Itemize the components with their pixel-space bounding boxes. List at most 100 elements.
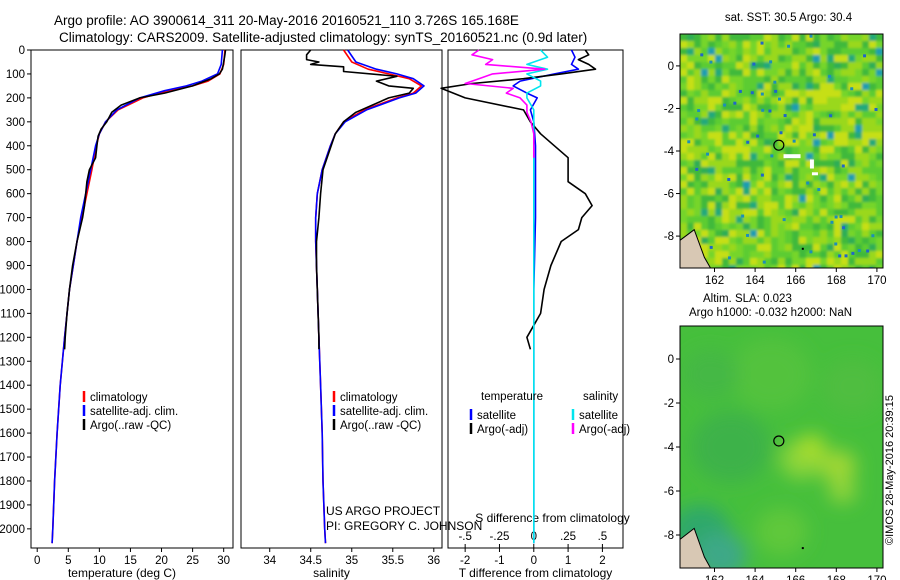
sst-cell <box>848 104 855 111</box>
sst-speck <box>709 60 713 64</box>
sst-cell <box>834 118 841 125</box>
sst-cell <box>722 90 729 97</box>
sst-cell <box>764 258 771 265</box>
sst-cell <box>764 265 771 268</box>
sst-cell <box>694 62 701 69</box>
sst-cell <box>771 90 778 97</box>
sst-cell <box>722 195 729 202</box>
sst-cell <box>820 174 827 181</box>
sst-cell <box>743 230 750 237</box>
sst-cell <box>792 69 799 76</box>
map-field <box>680 34 883 268</box>
sst-cell <box>743 62 750 69</box>
sst-speck <box>809 34 813 38</box>
sst-cell <box>862 181 869 188</box>
sst-cell <box>820 132 827 139</box>
sst-cell <box>827 153 834 160</box>
sst-cell <box>680 202 687 209</box>
sst-cell <box>736 139 743 146</box>
sst-cell <box>785 48 792 55</box>
sst-cell <box>841 216 848 223</box>
sst-cell <box>841 230 848 237</box>
sst-cell <box>820 209 827 216</box>
sst-speck <box>762 260 766 264</box>
sst-cell <box>799 195 806 202</box>
sst-cell <box>876 216 883 223</box>
sst-cell <box>715 83 722 90</box>
sst-cell <box>862 167 869 174</box>
sst-cell <box>701 97 708 104</box>
sst-cell <box>715 118 722 125</box>
sst-cell <box>820 258 827 265</box>
sst-cell <box>869 223 876 230</box>
sst-cell <box>701 153 708 160</box>
sst-cell <box>764 160 771 167</box>
sst-cell <box>778 76 785 83</box>
sst-cell <box>820 265 827 268</box>
sst-cell <box>820 90 827 97</box>
sst-speck <box>830 220 834 224</box>
sst-map-panel: 162 164 166 168 170 0 -2 -4 -6 -8 sat. SST: 30.5 A… <box>664 12 887 287</box>
sst-cell <box>813 132 820 139</box>
sst-cell <box>729 265 736 268</box>
sst-speck <box>866 249 870 253</box>
sst-cell <box>869 174 876 181</box>
sst-cell <box>708 111 715 118</box>
sst-cell <box>834 125 841 132</box>
sst-cell <box>862 111 869 118</box>
sst-cell <box>806 118 813 125</box>
y-tick-label: 400 <box>6 141 25 153</box>
sst-cell <box>778 174 785 181</box>
sst-speck <box>874 107 878 111</box>
sst-cell <box>848 202 855 209</box>
sst-cell <box>764 223 771 230</box>
sst-speck <box>761 108 765 112</box>
sst-cell <box>785 237 792 244</box>
sst-cell <box>708 69 715 76</box>
sst-cell <box>743 265 750 268</box>
sst-cell <box>869 55 876 62</box>
sst-cell <box>680 48 687 55</box>
sst-cell <box>729 62 736 69</box>
sst-cell <box>848 258 855 265</box>
sst-cell <box>855 97 862 104</box>
sst-cell <box>771 244 778 251</box>
sst-cell <box>778 167 785 174</box>
sst-cell <box>813 97 820 104</box>
sst-cell <box>757 181 764 188</box>
sst-cell <box>750 118 757 125</box>
sst-cell <box>855 209 862 216</box>
sst-speck <box>752 62 756 66</box>
difference-panel: -2 -1 0 1 2T difference from climatology -.5 -… <box>440 49 630 580</box>
sst-cell <box>680 209 687 216</box>
sst-cell <box>855 62 862 69</box>
sst-cell <box>869 41 876 48</box>
sst-cell <box>834 69 841 76</box>
x-tick-label: 170 <box>867 575 886 580</box>
sst-cell <box>722 132 729 139</box>
sst-cell <box>799 55 806 62</box>
y-tick-label: -8 <box>664 231 674 243</box>
sst-cell <box>771 146 778 153</box>
sst-cell <box>687 132 694 139</box>
sst-cell <box>701 216 708 223</box>
header-line2: Climatology: CARS2009. Satellite-adjuste… <box>59 30 587 45</box>
sst-cell <box>736 202 743 209</box>
sst-cell <box>764 111 771 118</box>
sst-cell <box>799 41 806 48</box>
sst-cell <box>827 104 834 111</box>
sst-cell <box>855 111 862 118</box>
x2-axis-label: S difference from climatology <box>475 511 630 525</box>
x-tick-label: 35 <box>345 555 358 567</box>
sst-cell <box>757 167 764 174</box>
sst-cell <box>743 76 750 83</box>
sst-cell <box>736 188 743 195</box>
sst-cell <box>750 223 757 230</box>
sst-cell <box>785 83 792 90</box>
sst-cell <box>694 118 701 125</box>
sst-cell <box>778 244 785 251</box>
sst-speck <box>697 109 701 113</box>
sst-cell <box>848 55 855 62</box>
sst-cell <box>813 167 820 174</box>
sst-cell <box>876 83 883 90</box>
